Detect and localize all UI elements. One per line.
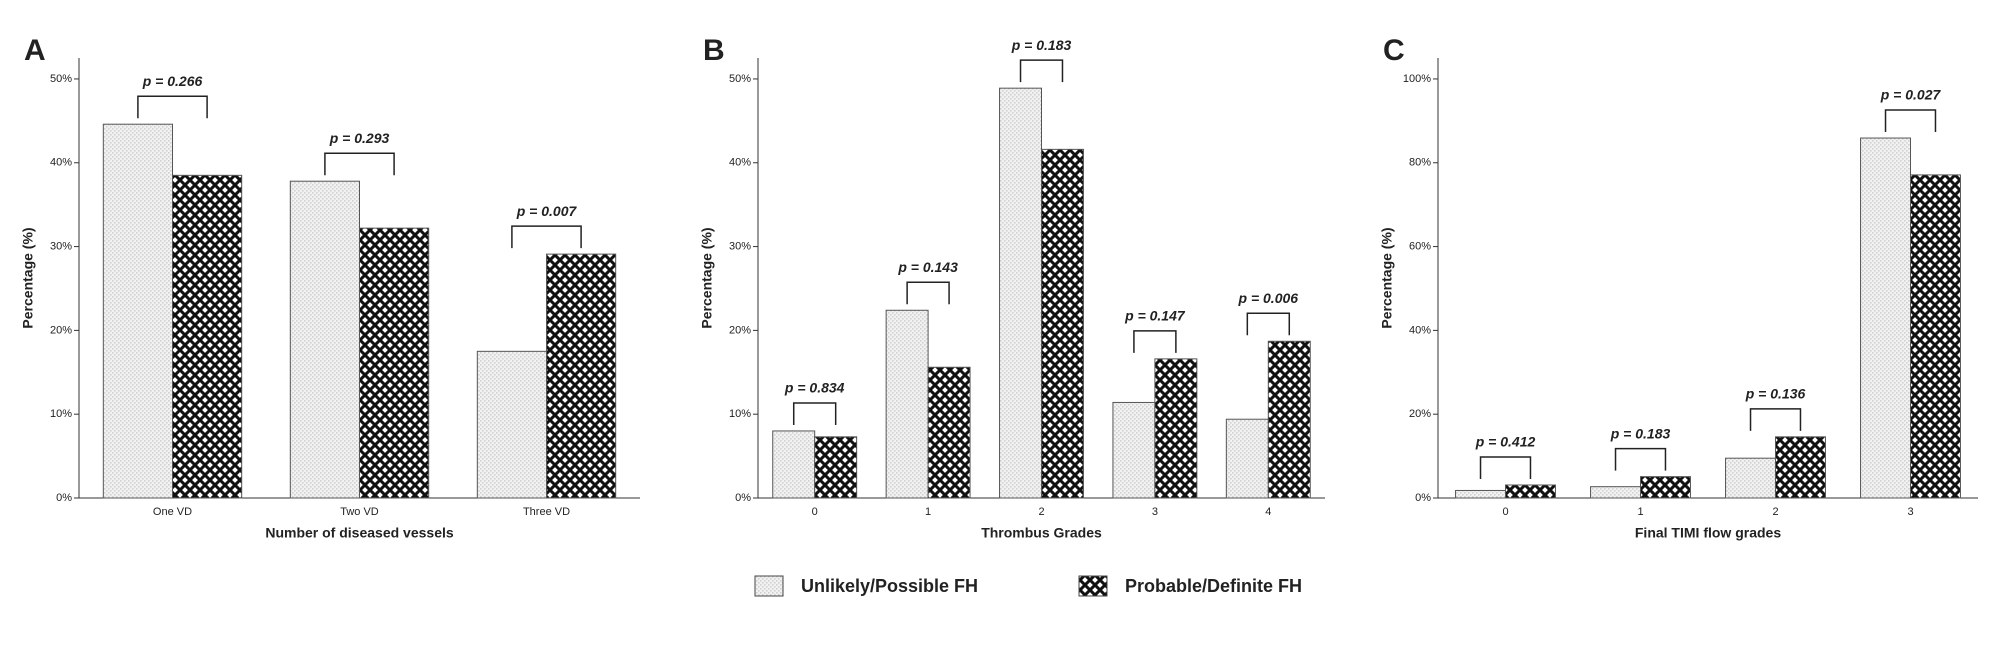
y-tick-label: 10% bbox=[50, 408, 72, 420]
bar bbox=[1154, 358, 1198, 499]
p-value: p = 0.136 bbox=[1745, 386, 1806, 402]
bar bbox=[1267, 340, 1311, 499]
x-tick-label: 1 bbox=[1637, 506, 1643, 518]
y-axis-label: Percentage (%) bbox=[20, 227, 36, 328]
bar bbox=[1725, 457, 1777, 499]
bracket bbox=[792, 402, 837, 425]
panel-label: A bbox=[24, 34, 46, 67]
p-value: p = 0.006 bbox=[1238, 290, 1299, 306]
bar bbox=[814, 436, 858, 499]
x-tick-label: 3 bbox=[1907, 506, 1913, 518]
y-tick-label: 20% bbox=[729, 324, 751, 336]
p-value: p = 0.147 bbox=[1124, 308, 1186, 324]
bar bbox=[927, 366, 971, 499]
y-tick-label: 0% bbox=[735, 492, 751, 504]
x-tick-label: 0 bbox=[812, 506, 818, 518]
bracket bbox=[906, 281, 950, 305]
legend-label: Unlikely/Possible FH bbox=[801, 576, 978, 596]
p-value: p = 0.412 bbox=[1475, 434, 1536, 450]
bracket bbox=[1749, 408, 1802, 431]
p-value: p = 0.266 bbox=[142, 73, 203, 89]
bar bbox=[1860, 137, 1912, 499]
legend-swatch bbox=[1078, 575, 1108, 597]
y-tick-label: 30% bbox=[729, 240, 751, 252]
y-tick-label: 50% bbox=[729, 73, 751, 85]
legend-label: Probable/Definite FH bbox=[1125, 576, 1302, 596]
y-tick-label: 60% bbox=[1409, 240, 1431, 252]
bar bbox=[546, 253, 617, 499]
y-tick-label: 80% bbox=[1409, 157, 1431, 169]
bar bbox=[1455, 489, 1507, 499]
panel-label: B bbox=[703, 34, 725, 67]
bar bbox=[1041, 148, 1084, 499]
bar bbox=[1590, 486, 1642, 499]
y-tick-label: 10% bbox=[729, 408, 751, 420]
p-value: p = 0.007 bbox=[516, 203, 578, 219]
bracket bbox=[1246, 312, 1291, 336]
p-value: p = 0.293 bbox=[329, 130, 390, 146]
bar bbox=[885, 309, 929, 499]
x-axis-label: Number of diseased vessels bbox=[265, 525, 454, 541]
x-tick-label: Three VD bbox=[523, 506, 570, 518]
bar bbox=[1112, 401, 1156, 499]
bracket bbox=[511, 225, 582, 249]
y-tick-label: 30% bbox=[50, 240, 72, 252]
p-value: p = 0.027 bbox=[1880, 87, 1942, 103]
x-tick-label: One VD bbox=[153, 506, 192, 518]
p-value: p = 0.183 bbox=[1011, 37, 1072, 53]
y-axis-label: Percentage (%) bbox=[699, 227, 715, 328]
y-tick-label: 50% bbox=[50, 73, 72, 85]
x-tick-label: 4 bbox=[1265, 506, 1271, 518]
y-tick-label: 20% bbox=[50, 324, 72, 336]
x-tick-label: 1 bbox=[925, 506, 931, 518]
bar bbox=[102, 123, 173, 499]
bracket bbox=[1884, 109, 1937, 133]
y-tick-label: 40% bbox=[729, 157, 751, 169]
x-tick-label: 0 bbox=[1502, 506, 1508, 518]
p-value: p = 0.183 bbox=[1610, 425, 1671, 441]
bar bbox=[359, 227, 430, 499]
legend-swatch bbox=[754, 575, 784, 597]
bracket bbox=[1614, 447, 1667, 471]
y-tick-label: 40% bbox=[50, 157, 72, 169]
x-axis-label: Final TIMI flow grades bbox=[1635, 525, 1781, 541]
bracket bbox=[137, 95, 208, 119]
y-tick-label: 100% bbox=[1403, 73, 1431, 85]
bracket bbox=[324, 152, 395, 176]
x-axis-label: Thrombus Grades bbox=[981, 525, 1102, 541]
bar bbox=[772, 430, 816, 499]
bar bbox=[1505, 484, 1556, 499]
bracket bbox=[1019, 59, 1064, 83]
bar bbox=[1775, 436, 1826, 499]
x-tick-label: 2 bbox=[1772, 506, 1778, 518]
p-value: p = 0.834 bbox=[784, 380, 845, 396]
bracket bbox=[1479, 456, 1532, 480]
bar bbox=[999, 87, 1042, 499]
bar bbox=[1910, 174, 1961, 499]
y-tick-label: 0% bbox=[1415, 492, 1431, 504]
bracket bbox=[1133, 330, 1177, 353]
bar bbox=[172, 174, 243, 499]
p-value: p = 0.143 bbox=[897, 259, 958, 275]
x-tick-label: 2 bbox=[1038, 506, 1044, 518]
bar bbox=[289, 180, 360, 499]
bar bbox=[1640, 476, 1691, 499]
panel-label: C bbox=[1383, 34, 1405, 67]
x-tick-label: 3 bbox=[1152, 506, 1158, 518]
y-axis-label: Percentage (%) bbox=[1379, 227, 1395, 328]
bar bbox=[476, 350, 547, 499]
y-tick-label: 0% bbox=[56, 492, 72, 504]
y-tick-label: 40% bbox=[1409, 324, 1431, 336]
x-tick-label: Two VD bbox=[340, 506, 379, 518]
y-tick-label: 20% bbox=[1409, 408, 1431, 420]
bar bbox=[1225, 418, 1269, 499]
